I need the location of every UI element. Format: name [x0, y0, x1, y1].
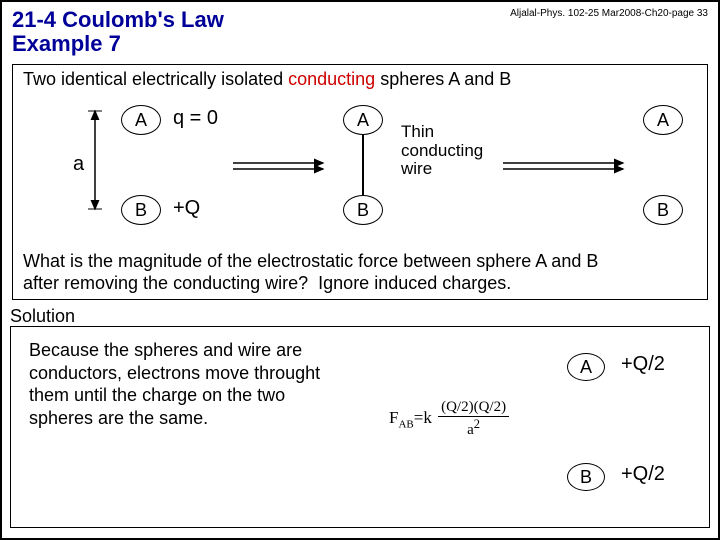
- title-line2: Example 7: [12, 31, 121, 56]
- intro-after: spheres A and B: [375, 69, 511, 89]
- intro-before: Two identical electrically isolated: [23, 69, 288, 89]
- solution-text: Because the spheres and wire are conduct…: [29, 339, 349, 429]
- sphere-label: B: [580, 467, 592, 488]
- formula: FAB=k (Q/2)(Q/2) a2: [389, 399, 509, 439]
- sphere-label: A: [580, 357, 592, 378]
- question-text: What is the magnitude of the electrostat…: [23, 251, 598, 294]
- slide-title: 21-4 Coulomb's Law Example 7: [12, 8, 224, 56]
- sphere-B-sol: B: [567, 463, 605, 491]
- title-line1: 21-4 Coulomb's Law: [12, 7, 224, 32]
- problem-intro: Two identical electrically isolated cond…: [23, 69, 511, 90]
- solution-box: Because the spheres and wire are conduct…: [10, 326, 710, 528]
- problem-diagram-arrows: [13, 91, 709, 251]
- halfQ-label-A: +Q/2: [621, 353, 665, 376]
- slide: Aljalal-Phys. 102-25 Mar2008-Ch20-page 3…: [0, 0, 720, 540]
- problem-box: Two identical electrically isolated cond…: [12, 64, 708, 300]
- solution-label: Solution: [10, 306, 75, 327]
- halfQ-label-B: +Q/2: [621, 463, 665, 486]
- intro-red: conducting: [288, 69, 375, 89]
- sphere-A-sol: A: [567, 353, 605, 381]
- header-reference: Aljalal-Phys. 102-25 Mar2008-Ch20-page 3…: [510, 8, 708, 19]
